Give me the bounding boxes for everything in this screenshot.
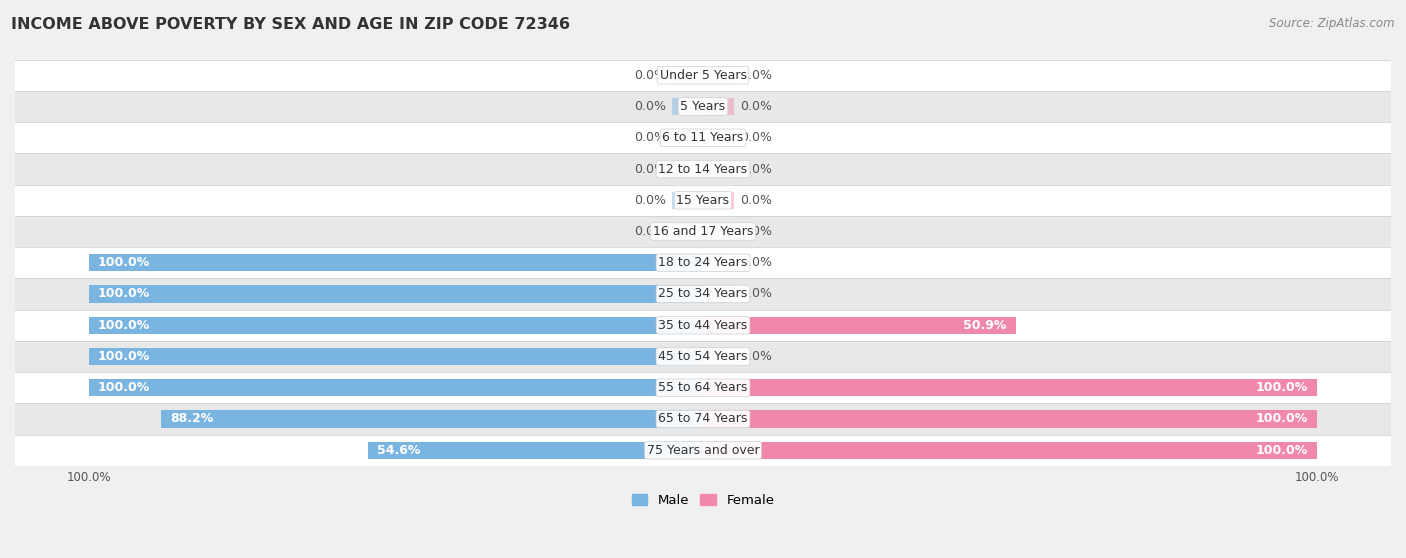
Bar	[15, 341, 1391, 372]
Bar	[89, 285, 703, 302]
Bar	[89, 316, 703, 334]
Bar	[703, 285, 734, 302]
Text: 0.0%: 0.0%	[634, 162, 666, 176]
Text: 25 to 34 Years: 25 to 34 Years	[658, 287, 748, 301]
Bar	[672, 98, 703, 115]
Bar	[672, 160, 703, 177]
Bar	[703, 379, 1317, 396]
Bar	[15, 185, 1391, 216]
Bar	[15, 372, 1391, 403]
Bar	[15, 435, 1391, 466]
Text: 100.0%: 100.0%	[98, 350, 150, 363]
Text: 5 Years: 5 Years	[681, 100, 725, 113]
Bar	[15, 216, 1391, 247]
Bar	[15, 310, 1391, 341]
Text: 0.0%: 0.0%	[740, 287, 772, 301]
Text: 16 and 17 Years: 16 and 17 Years	[652, 225, 754, 238]
Text: 50.9%: 50.9%	[963, 319, 1007, 332]
Text: 0.0%: 0.0%	[740, 256, 772, 270]
Bar	[703, 316, 1015, 334]
Text: 100.0%: 100.0%	[1256, 412, 1308, 425]
Text: 100.0%: 100.0%	[98, 319, 150, 332]
Text: 0.0%: 0.0%	[740, 350, 772, 363]
Text: 0.0%: 0.0%	[634, 225, 666, 238]
Text: 0.0%: 0.0%	[634, 69, 666, 82]
Bar	[703, 348, 734, 365]
Text: 0.0%: 0.0%	[740, 69, 772, 82]
Text: 6 to 11 Years: 6 to 11 Years	[662, 131, 744, 145]
Bar	[703, 66, 734, 84]
Bar	[703, 98, 734, 115]
Bar	[89, 348, 703, 365]
Legend: Male, Female: Male, Female	[626, 488, 780, 512]
Bar	[162, 410, 703, 427]
Bar	[367, 441, 703, 459]
Text: Source: ZipAtlas.com: Source: ZipAtlas.com	[1270, 17, 1395, 30]
Text: 100.0%: 100.0%	[98, 287, 150, 301]
Text: 65 to 74 Years: 65 to 74 Years	[658, 412, 748, 425]
Text: 35 to 44 Years: 35 to 44 Years	[658, 319, 748, 332]
Bar	[89, 254, 703, 271]
Bar	[89, 379, 703, 396]
Text: 0.0%: 0.0%	[740, 162, 772, 176]
Bar	[703, 410, 1317, 427]
Text: 0.0%: 0.0%	[634, 194, 666, 207]
Bar	[703, 254, 734, 271]
Text: 0.0%: 0.0%	[740, 100, 772, 113]
Text: 100.0%: 100.0%	[1256, 381, 1308, 394]
Bar	[703, 160, 734, 177]
Bar	[15, 403, 1391, 435]
Text: Under 5 Years: Under 5 Years	[659, 69, 747, 82]
Text: 18 to 24 Years: 18 to 24 Years	[658, 256, 748, 270]
Text: 45 to 54 Years: 45 to 54 Years	[658, 350, 748, 363]
Text: 100.0%: 100.0%	[98, 256, 150, 270]
Bar	[15, 91, 1391, 122]
Bar	[703, 191, 734, 209]
Bar	[15, 278, 1391, 310]
Bar	[672, 223, 703, 240]
Bar	[672, 191, 703, 209]
Bar	[703, 441, 1317, 459]
Text: 12 to 14 Years: 12 to 14 Years	[658, 162, 748, 176]
Bar	[672, 129, 703, 146]
Text: 100.0%: 100.0%	[1256, 444, 1308, 456]
Bar	[15, 247, 1391, 278]
Text: 15 Years: 15 Years	[676, 194, 730, 207]
Bar	[703, 129, 734, 146]
Text: 0.0%: 0.0%	[740, 131, 772, 145]
Bar	[15, 122, 1391, 153]
Text: 88.2%: 88.2%	[170, 412, 214, 425]
Text: 0.0%: 0.0%	[740, 225, 772, 238]
Bar	[672, 66, 703, 84]
Text: 0.0%: 0.0%	[634, 131, 666, 145]
Bar	[703, 223, 734, 240]
Bar	[15, 153, 1391, 185]
Bar	[15, 60, 1391, 91]
Text: INCOME ABOVE POVERTY BY SEX AND AGE IN ZIP CODE 72346: INCOME ABOVE POVERTY BY SEX AND AGE IN Z…	[11, 17, 571, 32]
Text: 55 to 64 Years: 55 to 64 Years	[658, 381, 748, 394]
Text: 100.0%: 100.0%	[98, 381, 150, 394]
Text: 54.6%: 54.6%	[377, 444, 420, 456]
Text: 75 Years and over: 75 Years and over	[647, 444, 759, 456]
Text: 0.0%: 0.0%	[740, 194, 772, 207]
Text: 0.0%: 0.0%	[634, 100, 666, 113]
